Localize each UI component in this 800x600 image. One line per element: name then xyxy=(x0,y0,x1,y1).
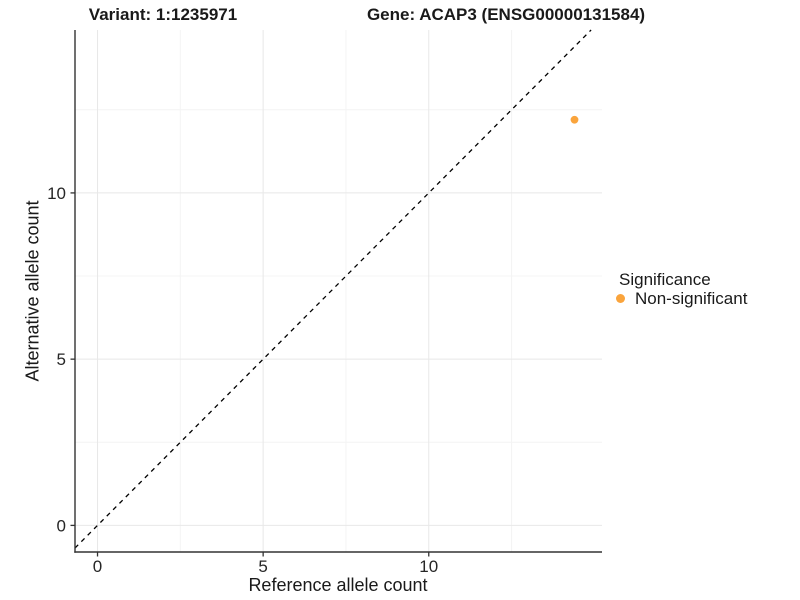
x-axis-label: Reference allele count xyxy=(248,575,428,595)
data-point xyxy=(570,115,579,124)
x-tick-label: 5 xyxy=(258,557,267,576)
y-tick-label: 0 xyxy=(57,516,66,535)
variant-title: Variant: 1:1235971 xyxy=(88,5,238,24)
legend-items: Non-significant xyxy=(616,289,747,308)
legend: Significance Non-significant xyxy=(616,270,747,308)
legend-key-dot-icon xyxy=(616,294,625,303)
x-tick-label: 10 xyxy=(419,557,438,576)
x-tick-label: 0 xyxy=(93,557,102,576)
legend-item-label: Non-significant xyxy=(635,289,748,308)
identity-line xyxy=(74,29,592,549)
y-tick-label: 10 xyxy=(47,184,66,203)
gene-title: Gene: ACAP3 (ENSG00000131584) xyxy=(366,5,646,24)
y-tick-label: 5 xyxy=(57,350,66,369)
legend-item: Non-significant xyxy=(616,289,747,308)
legend-title: Significance xyxy=(619,270,711,289)
y-axis-label: Alternative allele count xyxy=(22,200,43,382)
